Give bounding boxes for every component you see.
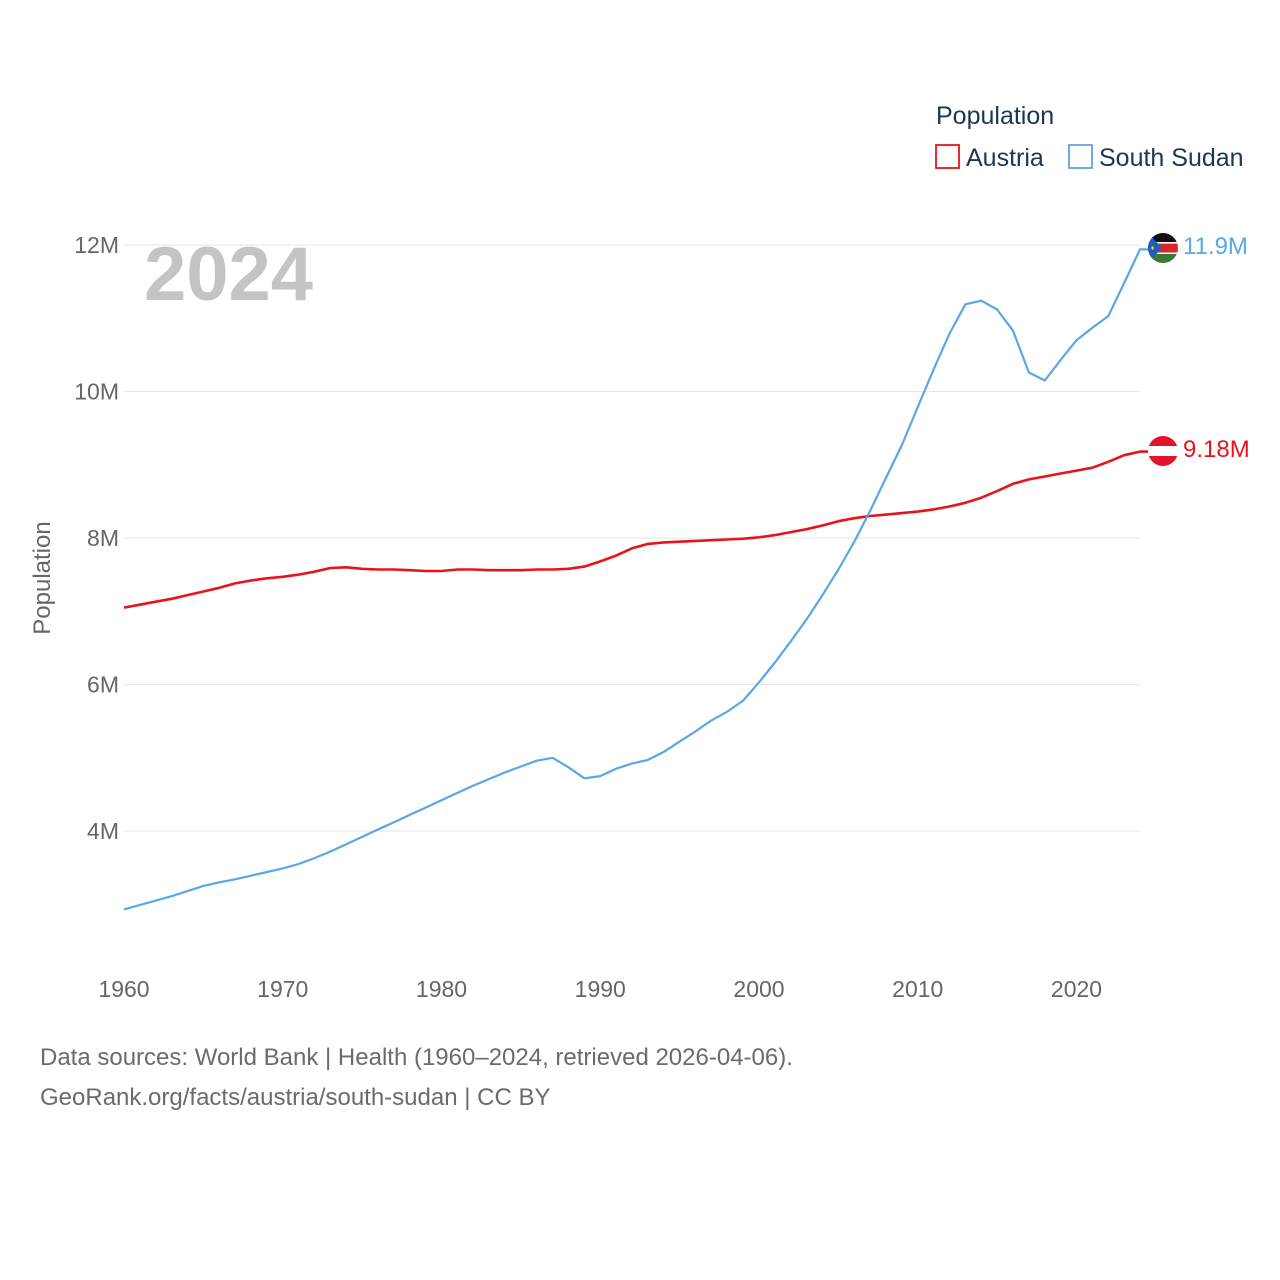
legend-label-austria: Austria [966,144,1044,172]
legend-item-austria[interactable]: Austria [935,144,1044,172]
x-tick-label: 2020 [1051,976,1102,1002]
x-tick-label: 2010 [892,976,943,1002]
series-line-south-sudan[interactable] [123,248,1148,911]
x-tick-label: 1960 [98,976,149,1002]
end-value-label-south-sudan: 11.9M [1183,233,1248,260]
y-tick-label: 8M [87,525,119,551]
legend-label-south-sudan: South Sudan [1099,144,1244,172]
y-tick-label: 12M [74,232,119,258]
legend-swatch-south-sudan [1068,144,1093,169]
year-watermark: 2024 [144,232,313,317]
y-tick-label: 4M [87,818,119,844]
x-tick-label: 2000 [733,976,784,1002]
south-sudan-flag-icon [1148,233,1178,263]
y-axis-title: Population [29,521,56,634]
series-line-austria[interactable] [123,450,1148,609]
x-axis-ticks: 1960 1970 1980 1990 2000 2010 2020 [98,976,1102,1002]
end-value-label-austria: 9.18M [1183,436,1250,463]
legend-title: Population [936,102,1054,130]
x-tick-label: 1970 [257,976,308,1002]
x-tick-label: 1980 [416,976,467,1002]
data-source-text: Data sources: World Bank | Health (1960–… [40,1044,793,1071]
legend-item-south-sudan[interactable]: South Sudan [1068,144,1244,172]
y-axis-ticks: 4M 6M 8M 10M 12M [74,232,119,844]
austria-flag-icon [1148,436,1178,466]
legend: Population Austria South Sudan [935,102,1244,172]
x-tick-label: 1990 [575,976,626,1002]
y-tick-label: 10M [74,379,119,405]
attribution-link[interactable]: GeoRank.org/facts/austria/south-sudan | … [40,1084,551,1111]
legend-swatch-austria [935,144,960,169]
y-tick-label: 6M [87,672,119,698]
gridlines [124,244,1140,832]
